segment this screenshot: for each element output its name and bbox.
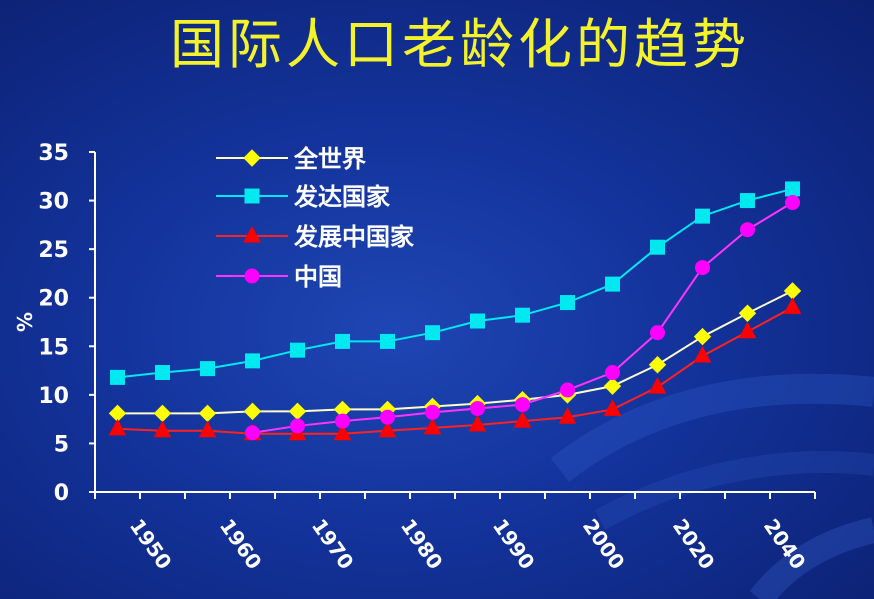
data-point <box>153 420 172 438</box>
data-point <box>605 365 620 381</box>
slide-title: 国际人口老龄化的趋势 <box>170 13 750 76</box>
data-point <box>290 342 305 358</box>
data-point <box>153 404 172 423</box>
chart-axes <box>94 152 815 493</box>
x-tick-label: 1950 <box>125 514 177 573</box>
data-point <box>650 239 665 255</box>
data-point <box>425 325 440 341</box>
data-point <box>648 356 667 374</box>
data-point <box>245 353 260 369</box>
data-point <box>425 404 440 420</box>
data-point <box>738 321 757 339</box>
y-tick-label: 15 <box>38 335 69 360</box>
series-line <box>117 306 793 435</box>
data-point <box>378 420 397 438</box>
data-point <box>515 307 530 323</box>
x-tick-label: 1960 <box>215 514 267 573</box>
data-point <box>648 377 667 394</box>
data-point <box>560 295 575 311</box>
data-point <box>468 414 487 432</box>
x-tick-label: 2040 <box>759 514 811 573</box>
x-tick-label: 1970 <box>307 514 359 573</box>
data-point <box>335 413 350 429</box>
legend-marker <box>244 188 260 204</box>
data-point <box>693 345 712 363</box>
data-point <box>693 327 712 346</box>
series-3 <box>245 195 800 441</box>
data-point <box>108 418 127 436</box>
y-tick-label: 35 <box>38 141 69 166</box>
y-tick-label: 20 <box>38 287 69 312</box>
data-point <box>288 402 307 421</box>
series-0 <box>108 282 802 423</box>
data-point <box>740 193 755 209</box>
series-1 <box>110 181 800 385</box>
x-tick-label: 2020 <box>668 514 720 573</box>
y-axis-label: % <box>12 312 36 332</box>
data-point <box>695 208 710 224</box>
y-axis-ticks: 0 5 10 15 20 25 30 35 <box>38 141 95 506</box>
y-tick-label: 30 <box>38 190 69 215</box>
y-tick-label: 25 <box>38 238 69 263</box>
data-point <box>423 417 442 435</box>
legend-marker <box>243 149 261 167</box>
legend-label: 发展中国家 <box>293 223 414 251</box>
legend-label: 全世界 <box>293 145 366 173</box>
data-point <box>290 418 305 434</box>
data-point <box>243 402 262 421</box>
data-point <box>783 282 802 300</box>
legend-label: 发达国家 <box>293 183 390 211</box>
data-point <box>110 369 125 385</box>
data-point <box>380 333 395 349</box>
x-tick-label: 2000 <box>578 514 630 573</box>
x-tick-label: 1990 <box>488 514 540 573</box>
data-point <box>513 411 532 428</box>
data-point <box>650 325 665 341</box>
legend-label: 中国 <box>294 263 342 291</box>
data-point <box>783 297 802 314</box>
y-tick-label: 0 <box>54 481 69 506</box>
data-point <box>603 399 622 416</box>
data-point <box>198 420 217 438</box>
data-point <box>605 276 620 292</box>
x-tick-label: 1980 <box>396 514 448 573</box>
data-point <box>470 400 485 416</box>
legend-marker <box>243 225 261 243</box>
data-point <box>785 181 800 197</box>
data-point <box>738 304 757 322</box>
data-point <box>470 313 485 329</box>
legend-marker <box>244 268 260 284</box>
data-point <box>603 377 622 395</box>
data-point <box>198 404 217 423</box>
y-tick-label: 10 <box>38 384 69 409</box>
data-point <box>740 222 755 238</box>
data-point <box>333 423 352 441</box>
series-line <box>117 187 793 379</box>
data-point <box>560 382 575 398</box>
data-point <box>695 260 710 276</box>
y-tick-label: 5 <box>54 432 69 457</box>
series-line <box>117 290 793 415</box>
chart-series <box>108 181 802 441</box>
data-point <box>785 195 800 211</box>
data-point <box>558 407 577 424</box>
data-point <box>200 361 215 377</box>
data-point <box>335 333 350 349</box>
data-point <box>515 397 530 413</box>
x-axis-ticks: 1950 1960 1970 1980 1990 2000 2020 2040 <box>94 492 816 574</box>
data-point <box>380 409 395 425</box>
data-point <box>155 365 170 381</box>
data-point <box>245 425 260 441</box>
